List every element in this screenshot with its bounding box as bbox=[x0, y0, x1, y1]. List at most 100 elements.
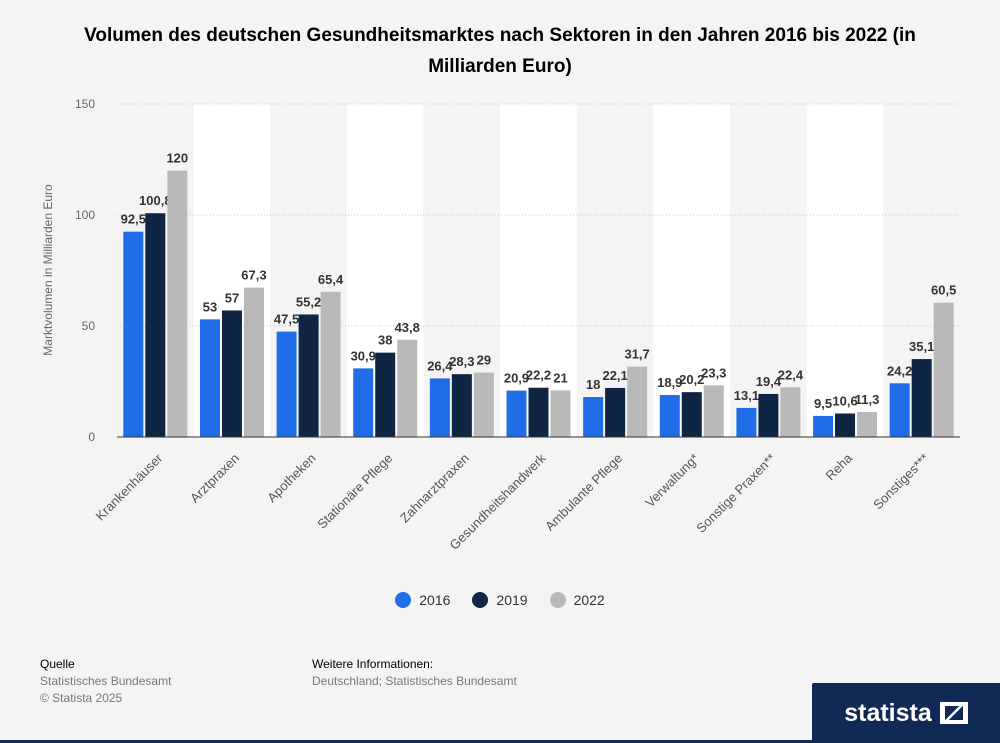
bar-chart: 0 50 100 150 92,5 100,8 120 Krankenhäuser 53 5767… bbox=[75, 97, 960, 553]
bar-2016 bbox=[199, 319, 220, 437]
data-label: 53 bbox=[203, 299, 217, 314]
data-label: 19,4 bbox=[756, 374, 782, 389]
x-tick-label: Zahnarztpraxen bbox=[397, 451, 472, 526]
legend-label-2016: 2016 bbox=[419, 592, 451, 608]
data-label: 100,8 bbox=[139, 193, 172, 208]
x-tick-label: Stationäre Pflege bbox=[314, 451, 395, 532]
bar-2019 bbox=[681, 392, 702, 437]
data-label: 20,2 bbox=[679, 372, 704, 387]
legend-item-2019[interactable]: 2019 bbox=[472, 592, 528, 608]
bar-2019 bbox=[835, 413, 856, 437]
data-label: 38 bbox=[378, 333, 392, 348]
legend-label-2019: 2019 bbox=[496, 592, 528, 608]
data-label: 21 bbox=[553, 370, 567, 385]
legend-label-2022: 2022 bbox=[573, 592, 605, 608]
category-band bbox=[500, 104, 577, 437]
bar-2019 bbox=[298, 314, 319, 437]
bar-2016 bbox=[353, 368, 374, 437]
y-tick-label: 100 bbox=[75, 208, 95, 222]
data-label: 67,3 bbox=[241, 268, 266, 283]
bar-2022 bbox=[857, 411, 878, 437]
data-label: 92,5 bbox=[121, 212, 146, 227]
info-text: Deutschland; Statistisches Bundesamt bbox=[312, 674, 517, 688]
bar-2016 bbox=[659, 395, 680, 437]
legend-dot-2022 bbox=[549, 592, 566, 608]
bar-2019 bbox=[911, 359, 932, 437]
source-name[interactable]: Statistisches Bundesamt bbox=[40, 674, 172, 688]
bar-2022 bbox=[243, 287, 264, 437]
data-label: 57 bbox=[225, 290, 239, 305]
data-label: 55,2 bbox=[296, 294, 321, 309]
x-tick-label: Sonstiges*** bbox=[870, 451, 932, 513]
data-label: 60,5 bbox=[931, 283, 956, 298]
bar-2019 bbox=[145, 213, 166, 437]
legend-item-2022[interactable]: 2022 bbox=[549, 592, 605, 608]
bar-2016 bbox=[429, 378, 450, 437]
bar-2016 bbox=[276, 331, 297, 437]
bar-2019 bbox=[758, 393, 779, 437]
bar-2022 bbox=[627, 366, 648, 437]
data-label: 30,9 bbox=[351, 348, 376, 363]
category-band bbox=[806, 104, 884, 437]
data-label: 28,3 bbox=[449, 354, 474, 369]
x-tick-label: Sonstige Praxen** bbox=[693, 451, 778, 536]
bar-2022 bbox=[550, 390, 571, 437]
x-tick-label: Krankenhäuser bbox=[92, 450, 165, 523]
x-tick-label: Arztpraxen bbox=[187, 451, 242, 506]
data-label: 29 bbox=[477, 353, 491, 368]
bar-2019 bbox=[375, 352, 396, 437]
copyright: © Statista 2025 bbox=[40, 691, 123, 705]
statista-logo-icon bbox=[939, 702, 968, 724]
data-label: 20,9 bbox=[504, 371, 529, 386]
bar-2022 bbox=[320, 291, 341, 437]
bar-2016 bbox=[889, 383, 910, 437]
data-label: 65,4 bbox=[318, 272, 344, 287]
brand-name: statista bbox=[844, 698, 932, 727]
statista-logo[interactable]: statista bbox=[812, 683, 1000, 743]
x-tick-label: Apotheken bbox=[264, 451, 319, 506]
data-label: 120 bbox=[166, 151, 188, 166]
source-heading: Quelle bbox=[40, 657, 75, 671]
data-label: 26,4 bbox=[427, 358, 453, 373]
bar-2016 bbox=[583, 397, 604, 437]
source-block: Quelle Statistisches Bundesamt © Statist… bbox=[40, 656, 171, 707]
bar-2019 bbox=[221, 310, 242, 437]
x-tick-label: Verwaltung* bbox=[642, 451, 702, 511]
y-tick-label: 150 bbox=[75, 97, 95, 111]
data-label: 9,5 bbox=[814, 396, 832, 411]
bar-2016 bbox=[123, 231, 144, 437]
data-label: 13,1 bbox=[734, 388, 759, 403]
bar-2022 bbox=[780, 387, 801, 437]
legend: 2016 2019 2022 bbox=[0, 592, 1000, 608]
bar-2019 bbox=[451, 374, 472, 437]
category-band bbox=[653, 104, 731, 437]
data-label: 18 bbox=[586, 377, 600, 392]
data-label: 47,5 bbox=[274, 312, 299, 327]
legend-dot-2016 bbox=[395, 592, 412, 608]
bar-2022 bbox=[473, 372, 494, 437]
bar-2022 bbox=[933, 302, 954, 437]
x-tick-label: Ambulante Pflege bbox=[542, 451, 625, 534]
bar-2016 bbox=[813, 415, 834, 437]
bar-2022 bbox=[397, 339, 418, 437]
bottom-accent-line bbox=[0, 740, 1000, 743]
bar-2019 bbox=[605, 387, 626, 437]
bar-2022 bbox=[167, 170, 188, 437]
data-label: 23,3 bbox=[701, 365, 726, 380]
data-label: 11,3 bbox=[855, 392, 880, 407]
data-label: 18,9 bbox=[657, 375, 682, 390]
bar-2022 bbox=[703, 385, 724, 437]
y-axis-label: Marktvolumen in Milliarden Euro bbox=[41, 184, 55, 356]
legend-dot-2019 bbox=[472, 592, 489, 608]
data-label: 31,7 bbox=[624, 347, 649, 362]
bar-2016 bbox=[506, 390, 527, 437]
data-label: 35,1 bbox=[909, 339, 934, 354]
data-label: 22,4 bbox=[778, 367, 804, 382]
data-label: 22,2 bbox=[526, 368, 551, 383]
info-heading: Weitere Informationen: bbox=[312, 657, 434, 671]
data-label: 22,1 bbox=[602, 368, 627, 383]
data-label: 24,2 bbox=[887, 363, 912, 378]
legend-item-2016[interactable]: 2016 bbox=[395, 592, 450, 608]
y-tick-label: 50 bbox=[82, 319, 96, 333]
info-block: Weitere Informationen: Deutschland; Stat… bbox=[312, 656, 517, 690]
